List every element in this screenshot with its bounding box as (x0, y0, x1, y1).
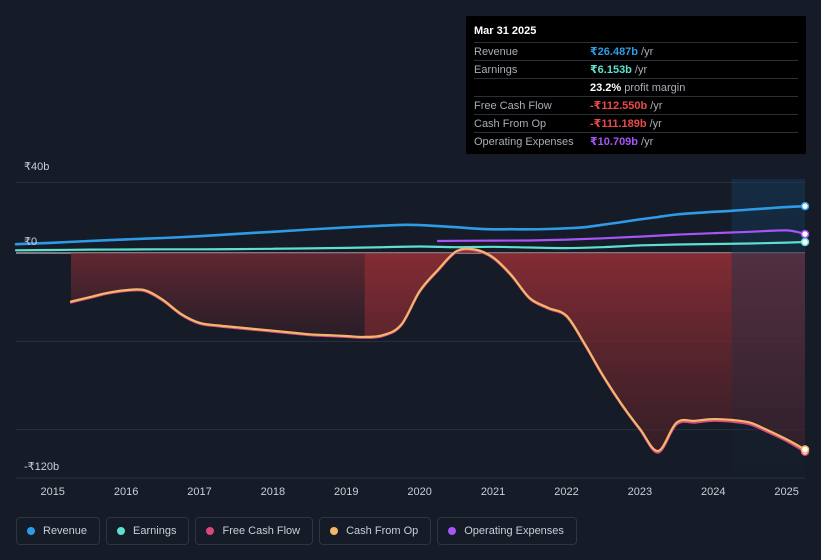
tooltip-row-label: Operating Expenses (474, 135, 574, 148)
tooltip-row-value: 23.2% (590, 81, 622, 94)
tooltip-row-value: ₹26.487b (590, 46, 639, 58)
legend-label: Revenue (43, 525, 88, 537)
endpoint-cash-from-op (800, 445, 810, 454)
endpoint-earnings (800, 237, 810, 247)
y-axis-labels: ₹40b ₹0 -₹120b (24, 161, 59, 473)
recent-period-highlight (731, 179, 805, 478)
tooltip-row: Cash From Op -₹111.189b/yr (474, 114, 798, 132)
y-axis-label: -₹120b (24, 461, 59, 473)
tooltip-row-unit: /yr (634, 63, 648, 76)
tooltip-row: Revenue ₹26.487b/yr (474, 42, 798, 60)
x-tick-label: 2018 (261, 486, 285, 498)
tooltip-row-value: -₹112.550b (590, 100, 648, 112)
tooltip-row-unit: /yr (649, 117, 662, 130)
legend-label: Free Cash Flow (222, 525, 301, 537)
tooltip-row-label: Free Cash Flow (474, 99, 552, 112)
legend-dot-icon (448, 527, 457, 535)
series-lines (14, 204, 807, 454)
legend-label: Earnings (133, 525, 177, 537)
chart-canvas: ₹40b ₹0 -₹120b 2015 2016 2017 2018 2019 2020 202… (14, 161, 810, 498)
tooltip-row-value: ₹10.709b (590, 136, 639, 148)
x-tick-label: 2019 (334, 486, 358, 498)
line-operating-expenses (436, 229, 807, 243)
tooltip-row-unit: /yr (650, 99, 663, 112)
fcf-area-early (71, 253, 365, 338)
series-endpoints (800, 201, 810, 456)
x-tick-label: 2023 (628, 486, 652, 498)
legend-item-earnings[interactable]: Earnings (106, 517, 190, 545)
fcf-area-late (364, 249, 805, 453)
tooltip-row: Free Cash Flow -₹112.550b/yr (474, 96, 798, 114)
legend-dot-icon (27, 527, 35, 535)
y-axis-label: ₹0 (24, 236, 37, 248)
x-tick-label: 2024 (701, 486, 725, 498)
x-tick-label: 2022 (554, 486, 578, 498)
endpoint-operating-expenses (800, 229, 810, 239)
x-tick-label: 2020 (407, 486, 431, 498)
tooltip-row-label: Earnings (474, 63, 518, 76)
x-tick-label: 2017 (187, 486, 211, 498)
legend-item-free-cash-flow[interactable]: Free Cash Flow (195, 517, 314, 545)
line-revenue (14, 204, 807, 246)
x-tick-label: 2015 (40, 486, 64, 498)
chart-legend: Revenue Earnings Free Cash Flow Cash From O… (16, 517, 577, 545)
tooltip-date: Mar 31 2025 (474, 25, 537, 37)
tooltip-row: Earnings ₹6.153b/yr (474, 60, 798, 78)
x-tick-label: 2021 (481, 486, 505, 498)
tooltip-row-unit: /yr (641, 135, 654, 148)
y-axis-label: ₹40b (24, 161, 49, 173)
legend-item-operating-expenses[interactable]: Operating Expenses (437, 517, 577, 545)
legend-label: Cash From Op (346, 525, 419, 537)
cash-flow-areas (71, 249, 805, 453)
legend-label: Operating Expenses (464, 525, 564, 537)
legend-item-cash-from-op[interactable]: Cash From Op (319, 517, 432, 545)
data-tooltip: Mar 31 2025 Revenue ₹26.487b/yr Earnings ₹6… (466, 16, 806, 154)
legend-dot-icon (330, 527, 339, 535)
line-cash-from-op (69, 247, 807, 452)
tooltip-row: Operating Expenses ₹10.709b/yr (474, 132, 798, 150)
tooltip-row-label: Revenue (474, 45, 519, 58)
x-tick-label: 2025 (774, 486, 798, 498)
x-tick-label: 2016 (114, 486, 138, 498)
tooltip-row-label: Cash From Op (474, 117, 547, 130)
x-axis-labels: 2015 2016 2017 2018 2019 2020 2021 2022 2023 2024… (40, 486, 798, 498)
legend-item-revenue[interactable]: Revenue (16, 517, 101, 545)
endpoint-revenue (800, 201, 810, 211)
tooltip-row-value: -₹111.189b (590, 118, 647, 130)
line-earnings (14, 240, 807, 252)
tooltip-row: 23.2% profit margin (474, 78, 798, 96)
tooltip-row-unit: /yr (641, 45, 654, 58)
legend-dot-icon (117, 527, 126, 535)
legend-dot-icon (206, 527, 215, 535)
tooltip-row-unit: profit margin (624, 81, 686, 94)
tooltip-row-value: ₹6.153b (590, 64, 632, 76)
